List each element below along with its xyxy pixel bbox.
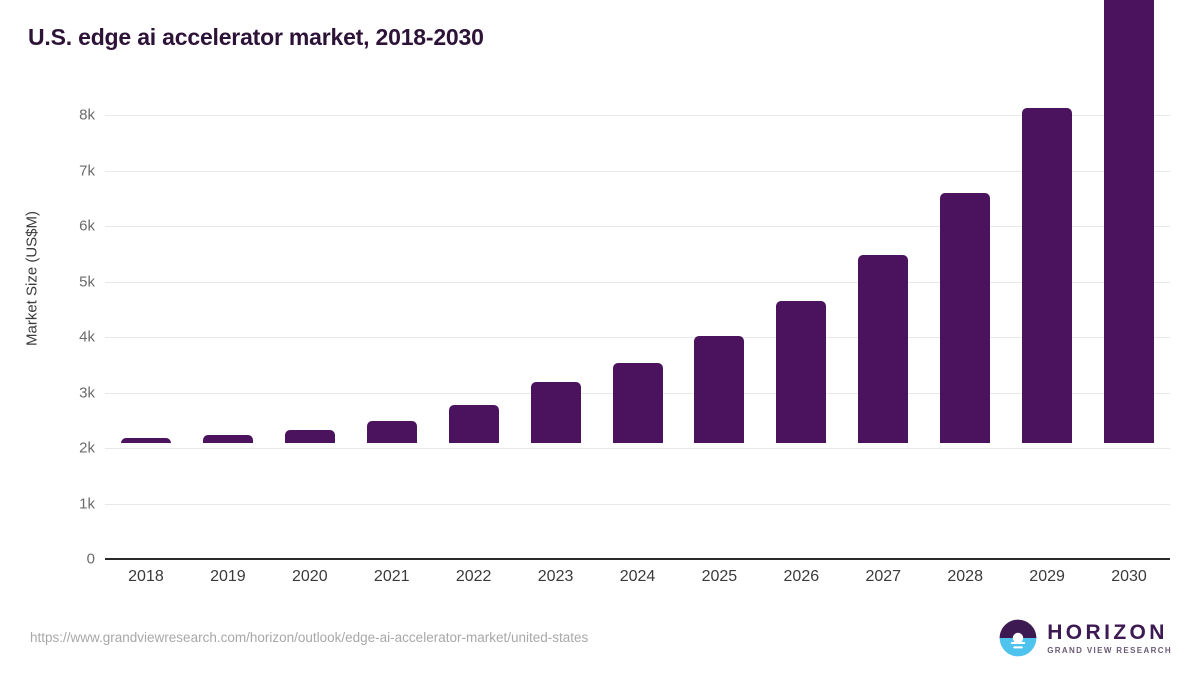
bar[interactable] [120, 438, 171, 443]
y-axis-tick-label: 8k [79, 106, 95, 124]
gridline [105, 503, 1170, 505]
gridline [105, 448, 1170, 449]
x-axis-tick-label: 2018 [128, 568, 164, 585]
x-axis-tick-label: 2026 [783, 568, 820, 585]
x-axis-tick-label: 2024 [619, 568, 656, 585]
bar[interactable] [530, 381, 581, 443]
y-axis-tick-label: 3k [79, 384, 95, 401]
x-axis-tick-label: 2022 [455, 568, 492, 585]
x-axis-tick-label: 2027 [865, 568, 902, 585]
horizon-logo-icon [999, 619, 1037, 657]
bar[interactable] [366, 420, 417, 443]
x-axis-tick-label: 2023 [537, 568, 574, 585]
gridline [105, 281, 1170, 283]
y-axis-ticks: 0 1k 2k 3k 4k 5k 6k 7k 8k [0, 0, 95, 675]
bar[interactable] [202, 434, 253, 443]
gridline [105, 170, 1170, 172]
y-axis-tick-label: 5k [79, 273, 95, 290]
bar[interactable] [776, 301, 827, 443]
gridline [105, 115, 1170, 116]
horizon-logo-text: HORIZON GRAND VIEW RESEARCH [1047, 622, 1172, 655]
logo-name: HORIZON [1047, 620, 1168, 644]
y-axis-tick-label: 6k [79, 217, 95, 235]
logo-tagline: GRAND VIEW RESEARCH [1047, 645, 1172, 655]
x-axis-tick-label: 2021 [373, 568, 410, 585]
horizon-logo: HORIZON GRAND VIEW RESEARCH [998, 618, 1172, 658]
bar[interactable] [284, 429, 335, 443]
y-axis-tick-label: 4k [79, 328, 95, 346]
gridline [105, 226, 1170, 227]
gridline [105, 337, 1170, 338]
y-axis-tick-label: 2k [79, 439, 95, 457]
x-axis-tick-label: 2028 [947, 568, 983, 585]
bar[interactable] [694, 335, 745, 443]
y-axis-tick-label: 1k [79, 495, 95, 512]
x-axis-tick-label: 2019 [210, 568, 246, 585]
bar[interactable] [448, 405, 499, 443]
source-url[interactable]: https://www.grandviewresearch.com/horizo… [30, 630, 589, 645]
bar[interactable] [940, 192, 991, 443]
y-axis-tick-label: 0 [86, 550, 95, 568]
x-axis-tick-label: 2020 [292, 568, 328, 585]
x-axis-tick-label: 2025 [701, 568, 738, 585]
x-axis-tick-label: 2030 [1111, 568, 1147, 585]
bar[interactable] [612, 363, 663, 443]
bar[interactable] [1104, 0, 1155, 443]
bar[interactable] [1022, 108, 1073, 443]
page-title: U.S. edge ai accelerator market, 2018-20… [28, 24, 484, 50]
y-axis-tick-label: 7k [79, 162, 95, 179]
x-axis-tick-label: 2029 [1029, 568, 1065, 585]
bar-series [105, 0, 1170, 559]
bar[interactable] [858, 255, 909, 443]
x-axis-line [105, 558, 1170, 560]
